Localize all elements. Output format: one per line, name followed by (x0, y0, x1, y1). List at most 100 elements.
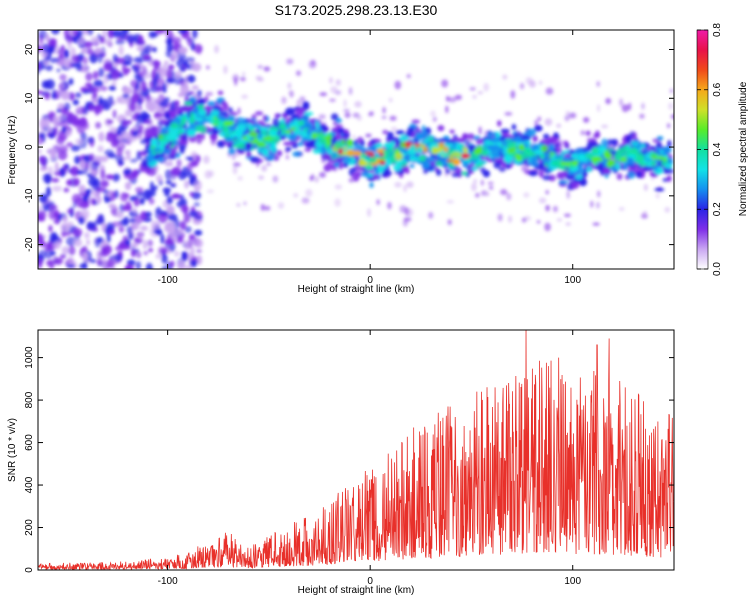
spectrogram-cell (122, 54, 133, 65)
spectrogram-cell (56, 135, 65, 145)
snr-series-line (38, 330, 674, 570)
spectrogram-cell (441, 79, 449, 88)
spectrogram-cell (142, 239, 148, 250)
spectrogram-cell (303, 137, 310, 142)
spectrogram-cell (504, 112, 513, 116)
spectrogram-cell (281, 96, 287, 105)
colorbar-tick-label: 0.6 (712, 82, 723, 96)
spectrogram-cell (375, 142, 383, 151)
spectrogram-cell (123, 86, 133, 95)
colorbar-tick-label: 0.8 (712, 23, 723, 37)
spectrogram-cell (305, 188, 313, 197)
spectrogram-cell (302, 105, 310, 111)
spectrogram-cell (664, 206, 671, 213)
spectrogram-cell (187, 35, 192, 47)
spectrogram-cell (240, 76, 246, 82)
spectrogram-cell (135, 115, 142, 120)
spectrogram-cell (376, 199, 380, 206)
spectrogram-cell (73, 177, 80, 187)
spectrogram-cell (158, 213, 168, 224)
spectrogram-cell (126, 119, 132, 125)
spectrogram-cell (132, 125, 139, 131)
spectrogram-cell (136, 39, 146, 47)
spectrogram-cell (45, 174, 51, 185)
spectrogram-cell (551, 154, 557, 161)
spectrogram-cell (264, 124, 273, 129)
spectrogram-cell (540, 144, 548, 153)
spectrogram-cell (437, 125, 445, 132)
spectrogram-cell (44, 92, 51, 100)
spectrogram-cell (616, 148, 626, 155)
spectrogram-cell (178, 111, 184, 116)
spectrogram-cell (83, 45, 93, 55)
spectrogram-cell (446, 200, 455, 204)
spectrogram-cell (595, 201, 600, 209)
spectrogram-cell (162, 187, 171, 194)
spectrogram-cell (84, 231, 90, 239)
spectrogram-cell (72, 228, 83, 237)
spectrogram-cell (111, 81, 117, 86)
spectrogram-cell (315, 120, 320, 130)
spectrogram-cell (471, 166, 478, 171)
snr-frame (37, 329, 675, 571)
spectrogram-cell (298, 141, 304, 147)
spectrogram-cell (149, 126, 159, 133)
spectrogram-cell (329, 98, 336, 102)
spectrogram-cell (173, 250, 180, 257)
spectrogram-cell (293, 193, 299, 198)
spectrogram-cell (88, 104, 94, 112)
spectrogram-cell (343, 146, 348, 151)
spectrogram-cell (183, 240, 191, 251)
spectrogram-cell (179, 66, 186, 73)
spectrogram-cell (66, 112, 75, 123)
spectrogram-cell (669, 88, 673, 94)
spectrogram-cell (126, 225, 133, 235)
spectrogram-cell (189, 117, 195, 125)
spectrogram-cell (154, 72, 160, 80)
spectrogram-cell (66, 179, 73, 186)
spectrogram-cell (395, 130, 405, 135)
spectrogram-cell (124, 181, 132, 191)
spectrogram-cell (155, 30, 166, 35)
spectrogram-cell (554, 143, 559, 148)
spectrogram-cell (84, 188, 93, 194)
spectrogram-cell (256, 162, 260, 168)
spectrogram-cell (115, 154, 124, 163)
spectrogram-cell (332, 121, 338, 126)
spectrogram-cell (383, 142, 393, 149)
spectrogram-cell (403, 184, 407, 193)
spectrogram-cell (650, 145, 655, 150)
spectrogram-cell (167, 213, 178, 222)
spectrogram-cell (618, 206, 625, 212)
spectrogram-cell (50, 148, 56, 158)
snr-y-tick-label: 0 (24, 567, 35, 573)
spectrogram-cell (70, 119, 79, 126)
spectrogram-cell (197, 46, 202, 55)
spectrogram-cell (237, 142, 246, 150)
spectrogram-cell (590, 200, 594, 208)
spectrogram-cell (447, 219, 452, 226)
spectrogram-cell (49, 232, 59, 243)
spectrogram-cell (82, 56, 88, 65)
spectrogram-cell (97, 98, 103, 104)
spectrogram-cell (133, 198, 140, 207)
spectrogram-cell (165, 180, 172, 185)
spectrogram-cell (257, 65, 264, 69)
spectrogram-cell (314, 176, 320, 183)
spectrogram-cell (564, 114, 570, 122)
spectrogram-cell (519, 82, 525, 90)
spectrogram-cell (177, 260, 186, 269)
spectrogram-cell (428, 137, 435, 142)
spectrogram-cell (538, 169, 544, 178)
spectrogram-cell (305, 142, 316, 149)
spectrogram-cell (145, 99, 153, 111)
spectrogram-cell (156, 228, 162, 236)
spectrogram-cell (635, 151, 644, 161)
spectrogram-cell (188, 234, 196, 241)
spectrogram-cell (63, 102, 71, 111)
spectrogram-cell (285, 146, 292, 152)
spectrogram-cell (110, 191, 116, 199)
spectrogram-cell (342, 132, 351, 138)
spectrogram-cell (38, 233, 44, 244)
spectrogram-cell (259, 126, 269, 132)
